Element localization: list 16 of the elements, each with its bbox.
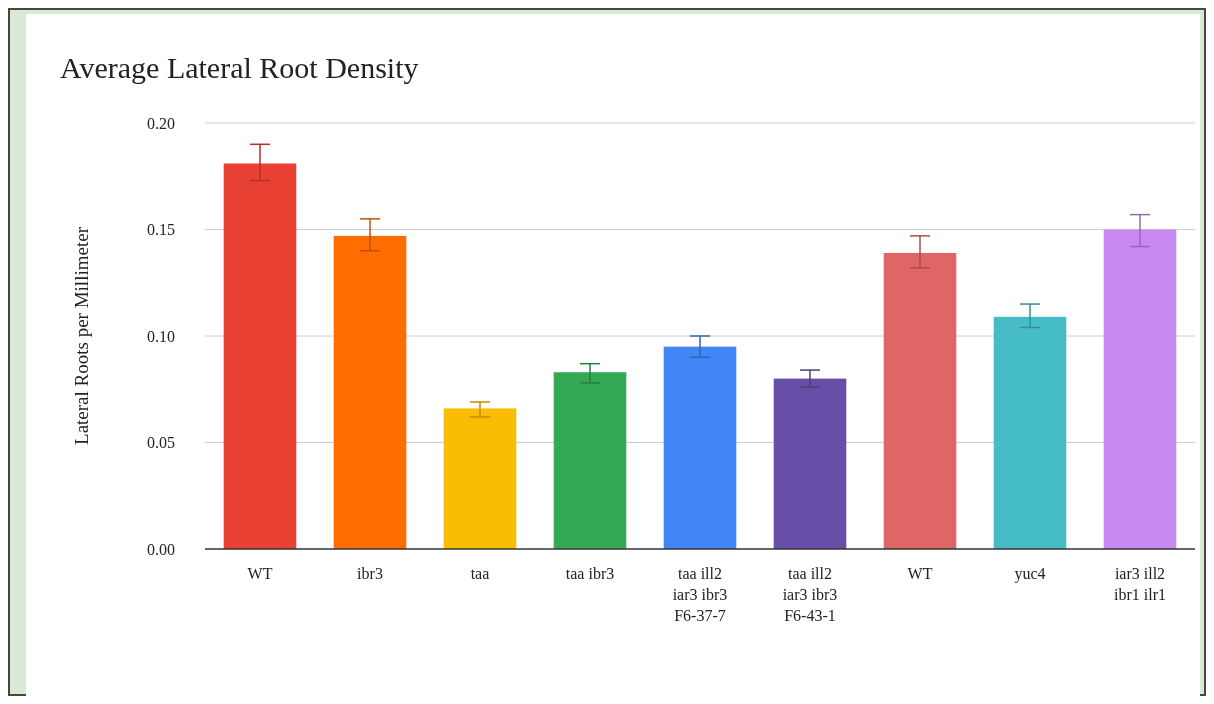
x-tick-label: WT — [247, 565, 273, 582]
x-tick-label: iar3 ill2 ibr1 ilr1 — [1114, 565, 1166, 603]
x-tick-label: taa ibr3 — [565, 565, 615, 582]
x-tick-label: taa ill2 iar3 ibr3 F6-37-7 — [672, 565, 728, 624]
chart-title: Average Lateral Root Density — [60, 51, 419, 84]
y-axis-title: Lateral Roots per Millimeter — [71, 226, 92, 445]
y-tick-label: 0.05 — [147, 434, 175, 452]
y-tick-label: 0.20 — [147, 114, 175, 132]
y-tick-label: 0.15 — [147, 221, 175, 239]
y-tick-label: 0.00 — [147, 540, 175, 558]
x-tick-label: taa ill2 iar3 ibr3 F6-43-1 — [782, 565, 838, 624]
x-tick-label: yuc4 — [1014, 565, 1046, 583]
x-tick-label: WT — [907, 565, 933, 582]
y-tick-label: 0.10 — [147, 327, 175, 345]
x-tick-label: taa — [470, 565, 490, 582]
x-tick-label: ibr3 — [357, 565, 383, 582]
